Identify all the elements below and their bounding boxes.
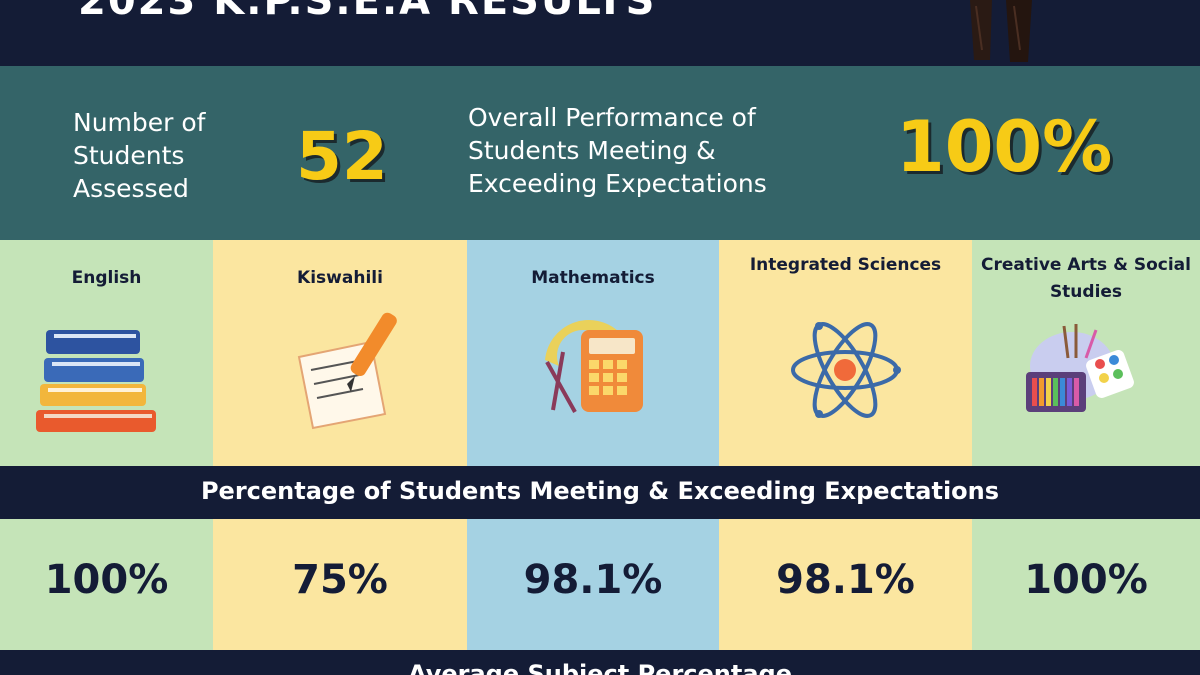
summary-stats: Number of Students Assessed 52 Overall P… [0, 66, 1200, 240]
subject-card-integrated-sciences: Integrated Sciences [719, 240, 972, 466]
percent-value: 100% [1024, 557, 1148, 603]
percentage-row: 100% 75% 98.1% 98.1% 100% [0, 519, 1200, 650]
subject-card-mathematics: Mathematics [467, 240, 719, 466]
subject-name: Mathematics [531, 268, 655, 288]
page-title: 2023 K.P.S.E.A RESULTS [78, 0, 657, 24]
books-icon [36, 330, 156, 432]
percent-card-integrated-sciences: 98.1% [719, 519, 972, 650]
percent-card-creative-arts: 100% [972, 519, 1200, 650]
pen-paper-icon [297, 312, 397, 430]
subject-row: English Kiswahili Mathematics [0, 240, 1200, 466]
percent-value: 98.1% [776, 557, 915, 603]
students-assessed-label: Number of Students Assessed [73, 108, 206, 203]
subject-card-creative-arts: Creative Arts & Social Studies [972, 240, 1200, 466]
subject-name: Kiswahili [297, 268, 383, 288]
art-palette-icon [1026, 324, 1134, 412]
average-heading: Average Subject Percentage [407, 660, 792, 675]
title-bar: 2023 K.P.S.E.A RESULTS [0, 0, 1200, 66]
percentage-heading: Percentage of Students Meeting & Exceedi… [200, 477, 1000, 505]
overall-performance-value: 100% [896, 106, 1113, 188]
student-photo [970, 0, 1032, 62]
percent-card-kiswahili: 75% [213, 519, 467, 650]
subject-card-kiswahili: Kiswahili [213, 240, 467, 466]
percent-value: 100% [44, 557, 169, 603]
students-assessed-value: 52 [296, 118, 388, 195]
subject-name: Integrated Sciences [749, 255, 942, 275]
atom-icon [791, 322, 901, 418]
subject-card-english: English [0, 240, 213, 466]
percentage-heading-band: Percentage of Students Meeting & Exceedi… [0, 466, 1200, 519]
percent-value: 98.1% [523, 557, 663, 603]
subject-name: English [71, 268, 142, 288]
percent-card-mathematics: 98.1% [467, 519, 719, 650]
percent-card-english: 100% [0, 519, 213, 650]
calculator-icon [545, 320, 643, 413]
average-heading-band: Average Subject Percentage [0, 650, 1200, 675]
percent-value: 75% [292, 557, 388, 603]
overall-performance-label: Overall Performance of Students Meeting … [468, 103, 767, 198]
subject-name: Creative Arts & Social Studies [981, 255, 1191, 302]
